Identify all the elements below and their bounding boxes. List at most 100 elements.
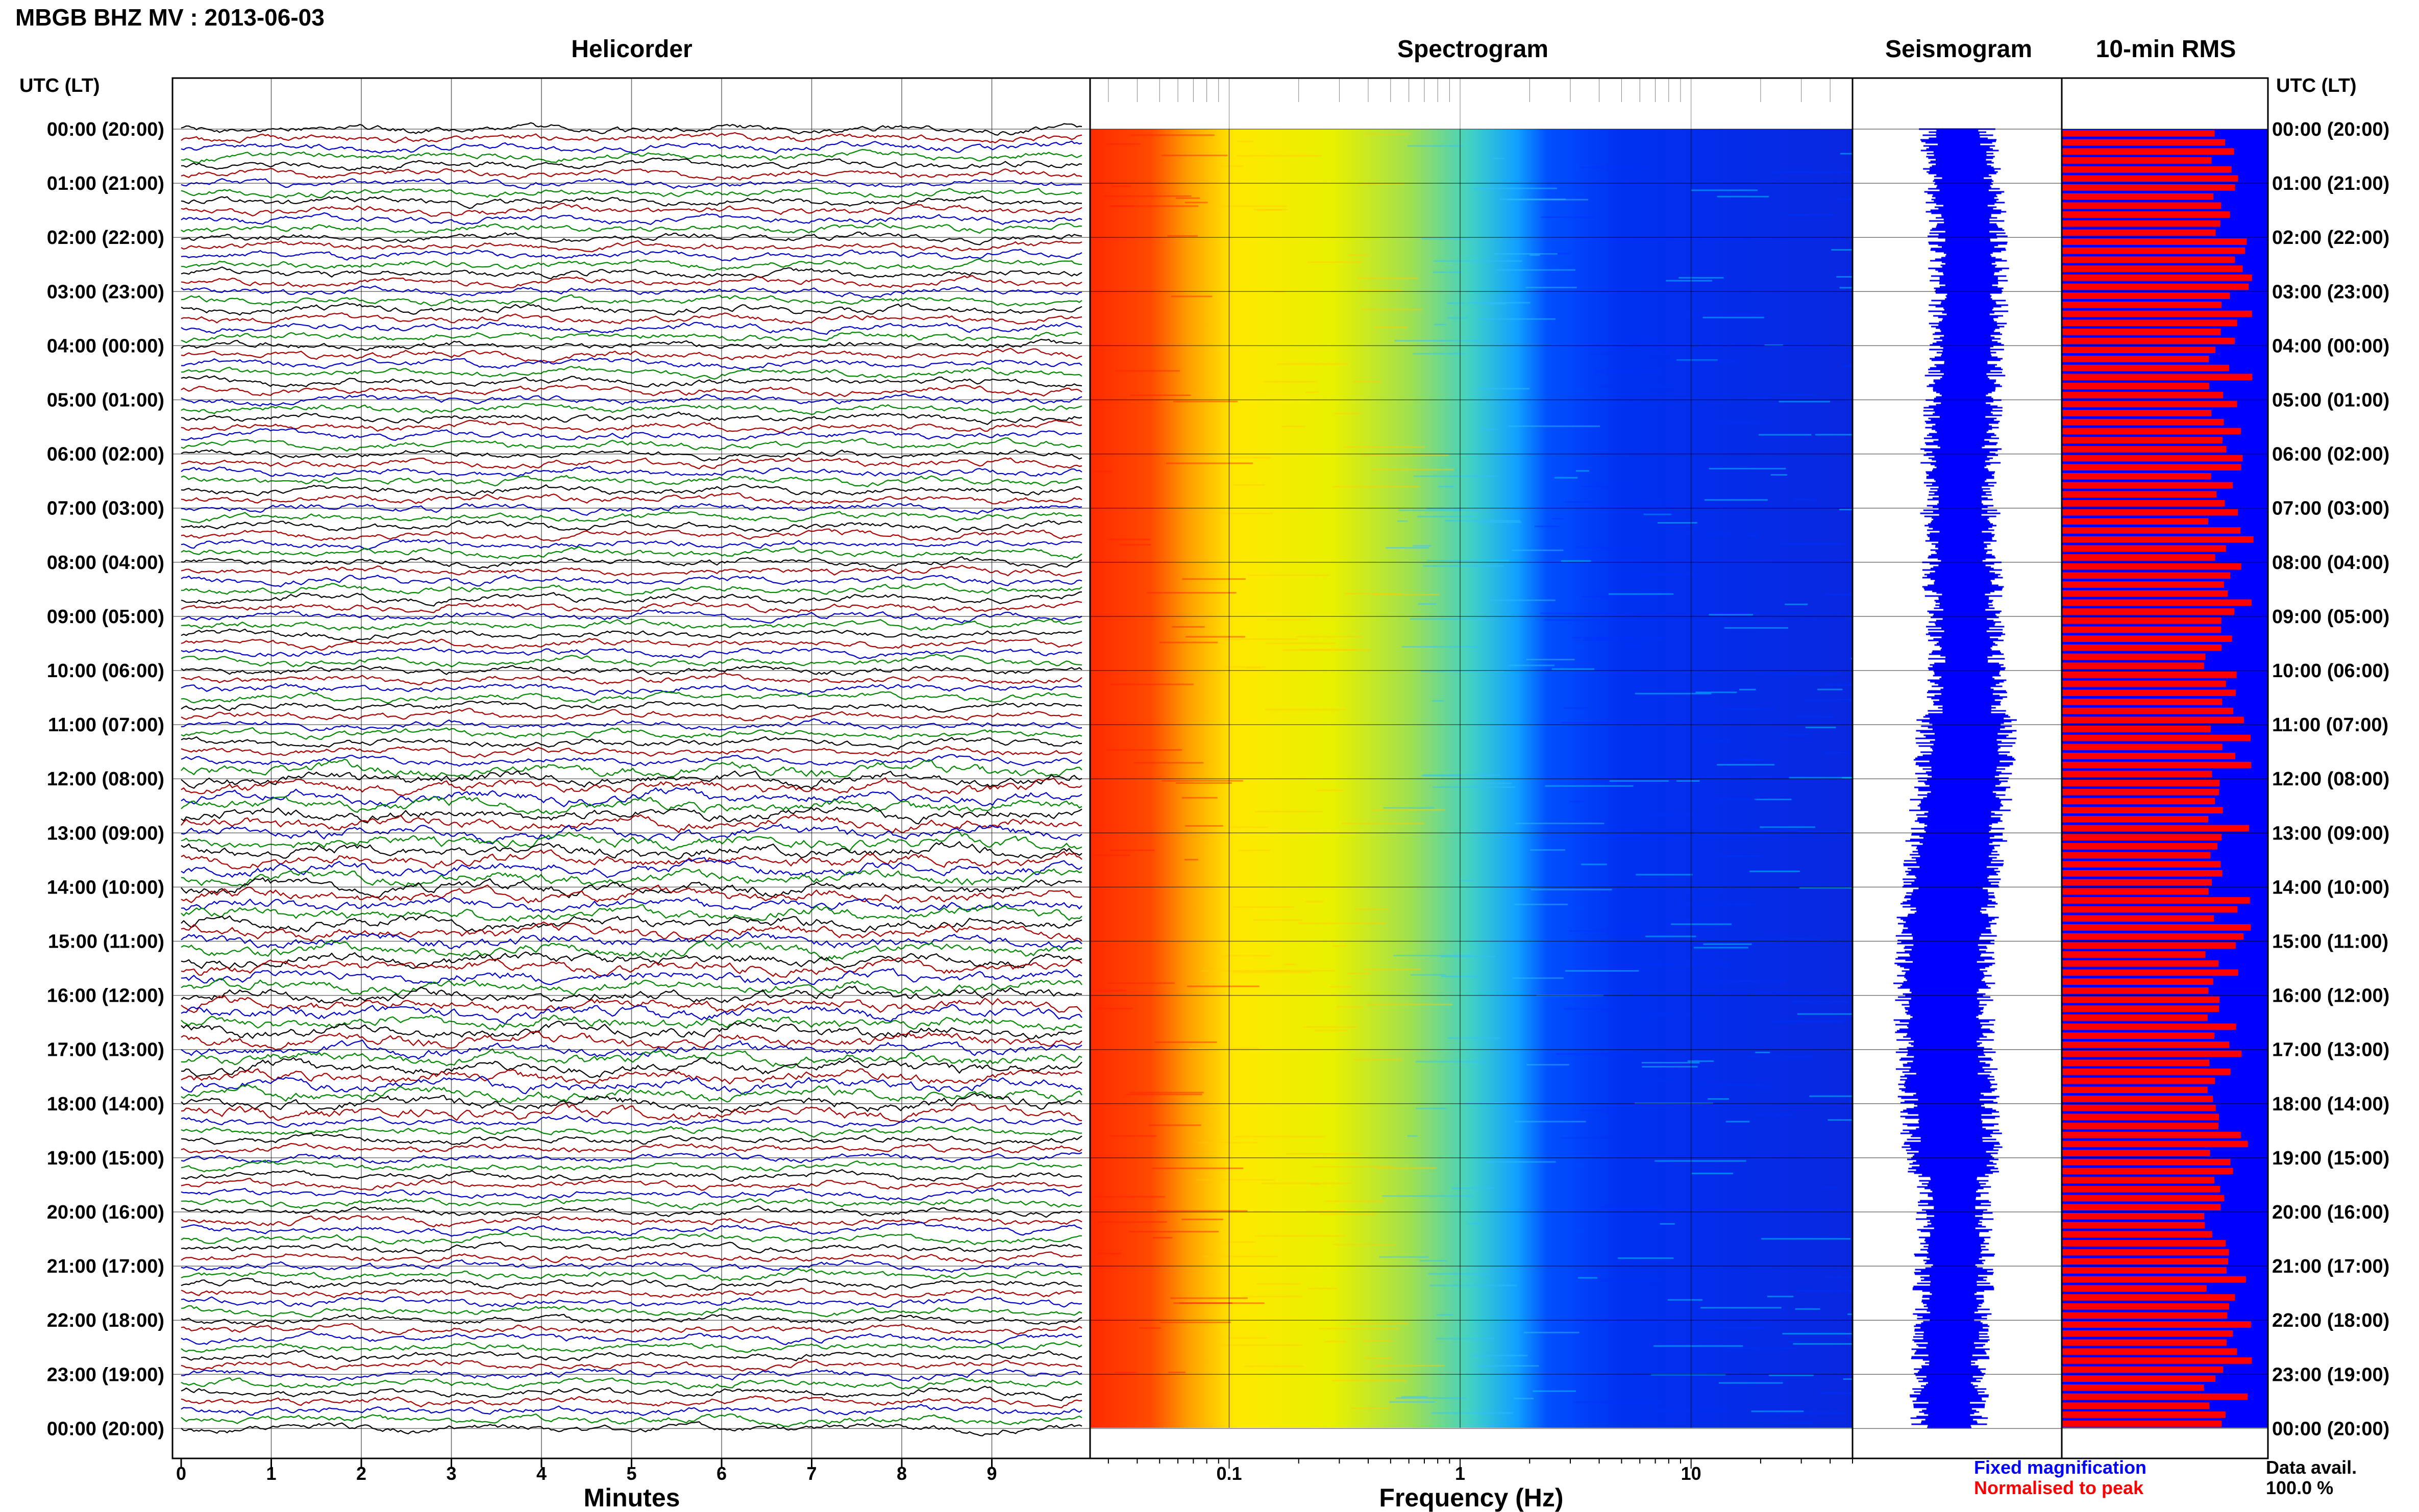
rms-frame	[2061, 77, 2269, 1459]
spectrogram-streak	[1187, 985, 1260, 987]
spectrogram-streak	[1477, 388, 1530, 390]
rms-bar	[2062, 518, 2208, 525]
spectrogram-streak	[1825, 684, 1853, 686]
spectrogram-streak	[1312, 1166, 1393, 1168]
time-label-right: 06:00 (02:00)	[2272, 444, 2389, 465]
vertical-gridlines	[270, 78, 1853, 1458]
time-label-right: 12:00 (08:00)	[2272, 769, 2389, 790]
spectrogram-streak	[1451, 1187, 1495, 1189]
spectrogram-streak	[1655, 1160, 1746, 1162]
rms-bar	[2062, 274, 2252, 281]
minute-tick-label: 4	[536, 1463, 547, 1484]
freq-tick-label: 10	[1681, 1463, 1701, 1484]
rms-bar	[2062, 1420, 2222, 1427]
spectrogram-streak	[1611, 573, 1701, 575]
rms-bar	[2062, 500, 2225, 507]
spectrogram-streak	[1228, 1337, 1268, 1339]
minute-tick-label: 7	[806, 1463, 817, 1484]
spectrogram-streak	[1115, 370, 1180, 372]
rms-bar	[2062, 428, 2241, 435]
spectrogram-streak	[1426, 508, 1463, 510]
time-label-right: 22:00 (18:00)	[2272, 1310, 2389, 1331]
spectrogram-streak	[1110, 683, 1194, 685]
rms-bar	[2062, 391, 2224, 399]
rms-bar	[2062, 193, 2214, 200]
rms-bar	[2062, 491, 2217, 498]
spectrogram-streak	[1718, 1382, 1783, 1384]
spectrogram-streak	[1336, 1006, 1363, 1008]
spectrogram-streak	[1253, 919, 1303, 921]
spectrogram-streak	[1162, 155, 1228, 157]
spectrogram-streak	[1441, 975, 1478, 977]
spectrogram-streak	[1224, 666, 1266, 668]
spectrogram-streak	[1112, 185, 1131, 187]
rms-bar	[2062, 184, 2235, 191]
spectrogram-streak	[1630, 501, 1677, 503]
spectrogram-streak	[1283, 963, 1296, 965]
minute-tick-label: 9	[986, 1463, 997, 1484]
rms-bar	[2062, 473, 2211, 480]
spectrogram-streak	[1159, 641, 1218, 643]
spectrogram-streak	[1228, 1241, 1256, 1243]
spectrogram-streak	[1508, 199, 1589, 201]
rms-bar	[2062, 807, 2223, 813]
spectrogram-streak	[1248, 574, 1330, 576]
spectrogram-streak	[1331, 1379, 1406, 1381]
time-label-left: 19:00 (15:00)	[47, 1148, 164, 1169]
rms-bar	[2062, 482, 2233, 489]
spectrogram-streak	[1305, 901, 1324, 903]
time-axis-label-left: UTC (LT)	[19, 75, 100, 96]
rms-bar	[2062, 536, 2254, 543]
spectrogram-streak	[1569, 930, 1647, 932]
rms-bar	[2062, 455, 2243, 462]
spectrogram-streak	[1357, 183, 1404, 185]
spectrogram-streak	[1789, 1341, 1801, 1343]
spectrogram-streak	[1427, 560, 1510, 562]
time-label-left: 21:00 (17:00)	[47, 1256, 164, 1277]
spectrogram-streak	[1575, 470, 1589, 472]
helicorder-xlabel: Minutes	[584, 1483, 680, 1512]
spectrogram-streak	[1393, 955, 1473, 957]
rms-bar	[2062, 1123, 2218, 1129]
spectrogram-streak	[1244, 1365, 1304, 1367]
rms-bar	[2062, 825, 2249, 832]
spectrogram-streak	[1160, 1321, 1231, 1323]
rms-bar	[2062, 1086, 2208, 1094]
spectrogram-streak	[1447, 317, 1468, 319]
spectrogram-streak	[1319, 1213, 1377, 1215]
spectrogram-streak	[1716, 708, 1774, 710]
spectrogram-streak	[1316, 789, 1344, 791]
time-label-left: 10:00 (06:00)	[47, 660, 164, 682]
rms-bar	[2062, 292, 2230, 299]
minute-tick-label: 1	[266, 1463, 276, 1484]
spectrogram-streak	[1233, 484, 1265, 486]
spectrogram-streak	[1299, 649, 1357, 651]
spectrogram-streak	[1131, 134, 1215, 136]
rms-bar	[2062, 1096, 2213, 1102]
spectrogram-streak	[1307, 261, 1362, 263]
spectrogram-streak	[1093, 989, 1126, 992]
spectrogram-streak	[1343, 446, 1425, 448]
spectrogram-streak	[1246, 667, 1261, 669]
spectrogram-streak	[1153, 1237, 1173, 1239]
spectrogram-streak	[1685, 313, 1765, 315]
spectrogram-streak	[1508, 425, 1600, 427]
minute-tick-label: 2	[356, 1463, 366, 1484]
spectrogram-streak	[1379, 1256, 1429, 1258]
spectrogram-streak	[1763, 1411, 1845, 1414]
spectrogram-streak	[1823, 1276, 1853, 1278]
rms-bar	[2062, 1258, 2229, 1265]
spectrogram-streak	[1129, 394, 1191, 396]
spectrogram-streak	[1691, 189, 1758, 191]
spectrogram-streak	[1755, 1051, 1770, 1053]
time-label-left: 13:00 (09:00)	[47, 823, 164, 844]
spectrogram-streak	[1353, 1058, 1402, 1060]
spectrogram-streak	[1556, 1053, 1628, 1055]
spectrogram-streak	[1418, 603, 1437, 605]
spectrogram-streak	[1724, 627, 1788, 629]
rms-bar	[2062, 1150, 2210, 1156]
spectrogram-streak	[1764, 344, 1783, 346]
rms-bar	[2062, 1231, 2212, 1238]
data-availability-label: Data avail.	[2266, 1457, 2357, 1478]
spectrogram-streak	[1111, 205, 1199, 207]
